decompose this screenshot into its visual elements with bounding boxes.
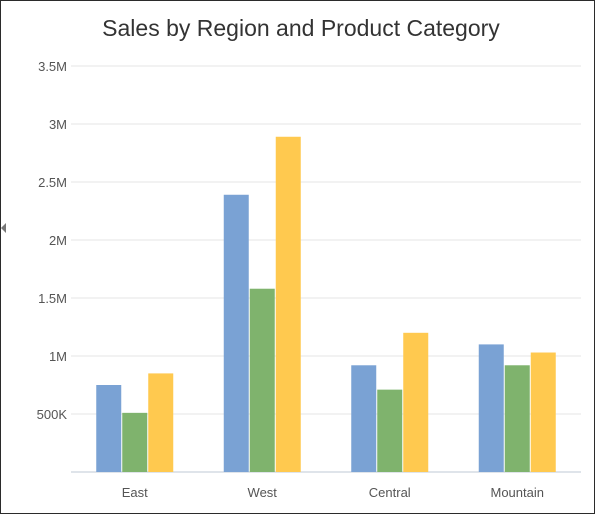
bar-central-series-2 [377, 389, 403, 472]
y-tick-label: 2M [49, 233, 67, 248]
y-tick-label: 1.5M [38, 291, 67, 306]
chart-title: Sales by Region and Product Category [102, 15, 500, 41]
bar-mountain-series-2 [504, 365, 530, 472]
x-tick-label: Central [369, 485, 411, 500]
bar-mountain-series-1 [478, 344, 504, 472]
y-tick-label: 3.5M [38, 59, 67, 74]
y-tick-label: 3M [49, 117, 67, 132]
bar-east-series-2 [122, 412, 148, 472]
y-tick-label: 1M [49, 349, 67, 364]
x-tick-label: East [122, 485, 148, 500]
bar-mountain-series-3 [530, 352, 556, 472]
x-tick-label: West [248, 485, 278, 500]
bar-central-series-1 [351, 365, 377, 472]
bar-west-series-3 [275, 136, 301, 472]
y-tick-label: 500K [37, 407, 68, 422]
bar-east-series-3 [148, 373, 174, 472]
y-tick-label: 2.5M [38, 175, 67, 190]
bar-west-series-2 [249, 288, 275, 472]
bar-central-series-3 [403, 332, 429, 472]
x-tick-label: Mountain [491, 485, 544, 500]
bar-west-series-1 [223, 194, 249, 472]
bar-east-series-1 [96, 385, 122, 472]
collapse-handle-icon[interactable] [1, 223, 6, 233]
